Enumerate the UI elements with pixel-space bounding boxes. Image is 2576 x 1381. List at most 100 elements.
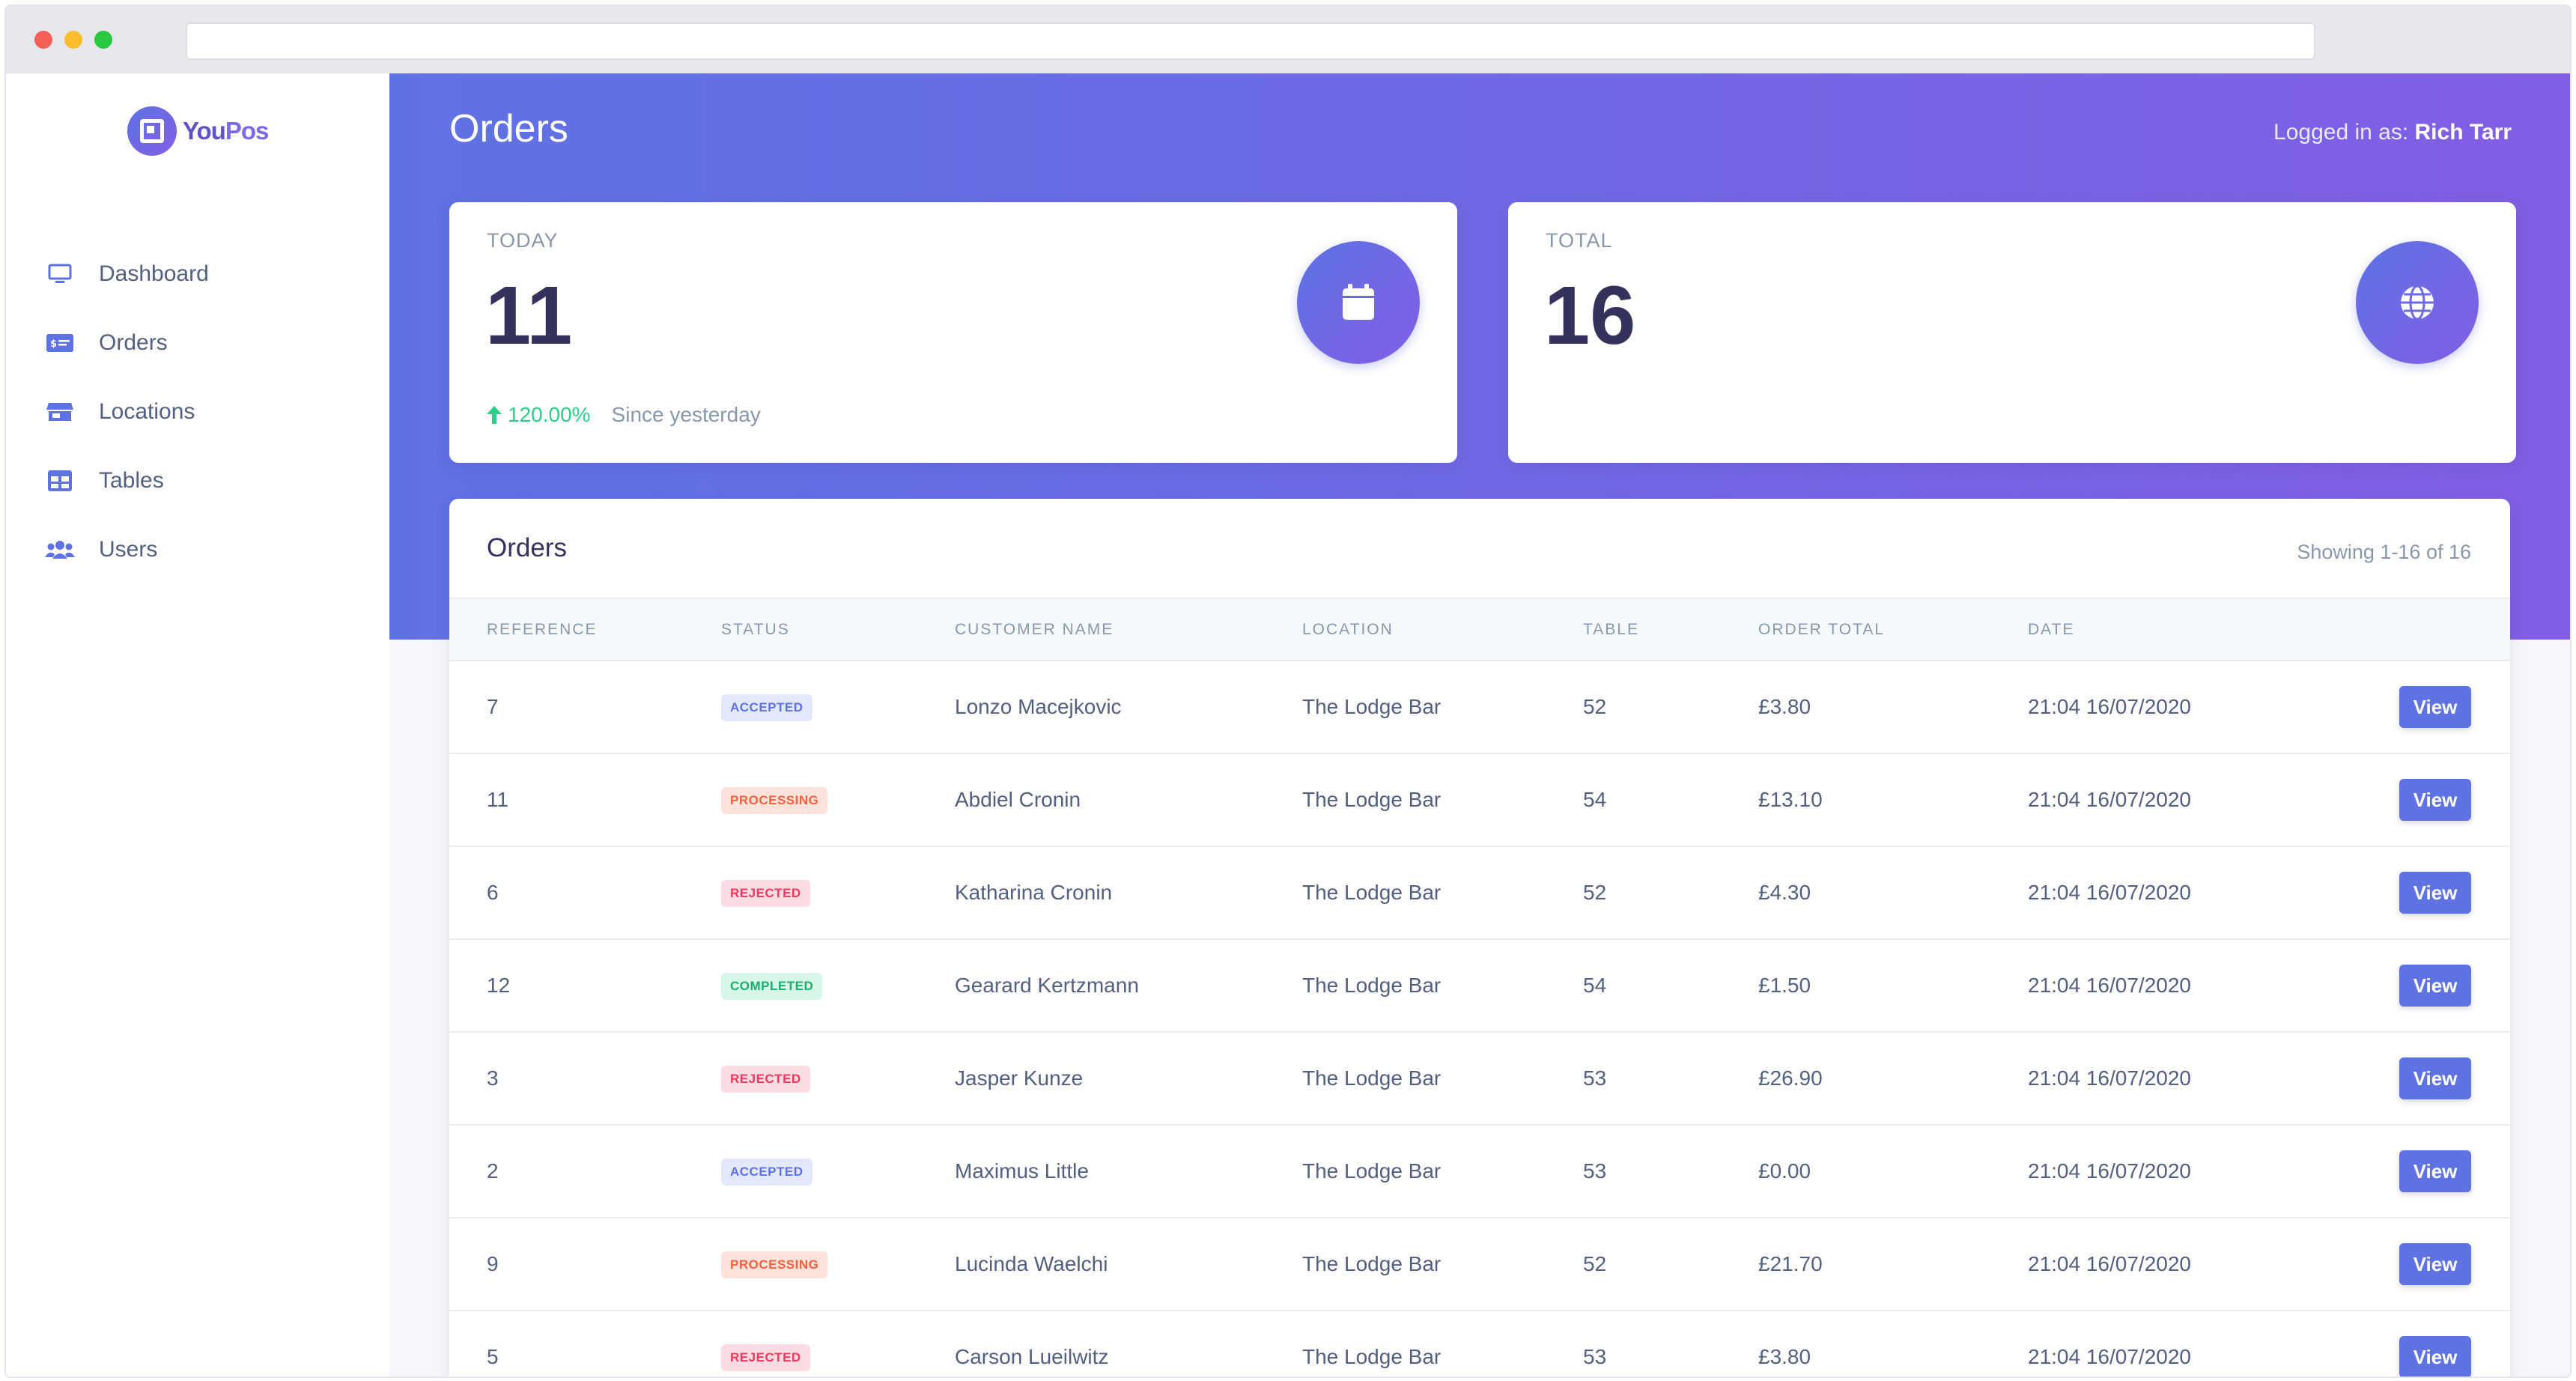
order-total: £3.80 bbox=[1758, 695, 1811, 718]
table-row: 5 REJECTED Carson Lueilwitz The Lodge Bar 53… bbox=[449, 1311, 2510, 1377]
customer-name: Abdiel Cronin bbox=[955, 788, 1081, 811]
sidebar-item-tables[interactable]: Tables bbox=[6, 446, 389, 515]
order-status-cell: ACCEPTED bbox=[721, 661, 955, 753]
svg-text:$: $ bbox=[50, 339, 57, 350]
order-action-cell: View bbox=[2387, 939, 2510, 1032]
order-reference: 6 bbox=[487, 881, 499, 904]
order-total: £21.70 bbox=[1758, 1252, 1823, 1275]
table-row: 2 ACCEPTED Maximus Little The Lodge Bar 53 £0… bbox=[449, 1125, 2510, 1218]
order-status-cell: COMPLETED bbox=[721, 939, 955, 1032]
column-header-order-total[interactable]: ORDER TOTAL bbox=[1758, 620, 1886, 638]
order-reference: 9 bbox=[487, 1252, 499, 1275]
money-bill-icon: $ bbox=[45, 331, 75, 355]
order-reference: 3 bbox=[487, 1066, 499, 1090]
order-date: 21:04 16/07/2020 bbox=[2028, 788, 2191, 811]
view-order-button[interactable]: View bbox=[2399, 1057, 2471, 1099]
view-order-button[interactable]: View bbox=[2399, 965, 2471, 1007]
order-table-number: 54 bbox=[1583, 788, 1607, 811]
table-row: 11 PROCESSING Abdiel Cronin The Lodge Bar 54… bbox=[449, 753, 2510, 846]
status-badge: REJECTED bbox=[721, 1066, 810, 1093]
column-header-reference[interactable]: REFERENCE bbox=[487, 620, 598, 638]
table-row: 12 COMPLETED Gearard Kertzmann The Lodge Ba… bbox=[449, 939, 2510, 1032]
order-status-cell: REJECTED bbox=[721, 1311, 955, 1377]
stat-value: 11 bbox=[485, 270, 573, 362]
sidebar-item-label: Tables bbox=[99, 468, 164, 493]
order-status-cell: REJECTED bbox=[721, 1032, 955, 1125]
window-minimize-button[interactable] bbox=[64, 31, 82, 49]
table-row: 7 ACCEPTED Lonzo Macejkovic The Lodge Bar 52… bbox=[449, 661, 2510, 753]
order-reference: 12 bbox=[487, 974, 511, 997]
window-close-button[interactable] bbox=[34, 31, 52, 49]
stat-since: Since yesterday bbox=[611, 403, 761, 426]
order-total: £0.00 bbox=[1758, 1159, 1811, 1183]
column-header-location[interactable]: LOCATION bbox=[1302, 620, 1394, 638]
stat-card-today: TODAY 11 120.00% Since yesterday bbox=[449, 202, 1457, 463]
sidebar-item-orders[interactable]: $ Orders bbox=[6, 309, 389, 377]
address-bar[interactable] bbox=[186, 22, 2315, 60]
logo-icon bbox=[127, 106, 177, 156]
sidebar-item-label: Orders bbox=[99, 330, 168, 355]
orders-card-title: Orders bbox=[487, 533, 567, 562]
view-order-button[interactable]: View bbox=[2399, 686, 2471, 728]
order-action-cell: View bbox=[2387, 846, 2510, 939]
order-table-number: 54 bbox=[1583, 974, 1607, 997]
monitor-icon bbox=[45, 262, 75, 286]
sidebar-item-label: Users bbox=[99, 537, 158, 562]
orders-card-header: Orders Showing 1-16 of 16 bbox=[449, 499, 2510, 599]
table-header-row: REFERENCE STATUS CUSTOMER NAME LOCATION … bbox=[449, 599, 2510, 661]
view-order-button[interactable]: View bbox=[2399, 779, 2471, 821]
view-order-button[interactable]: View bbox=[2399, 1336, 2471, 1377]
order-table-number: 52 bbox=[1583, 695, 1607, 718]
order-status-cell: ACCEPTED bbox=[721, 1125, 955, 1218]
sidebar-item-label: Dashboard bbox=[99, 261, 209, 286]
column-header-customer-name[interactable]: CUSTOMER NAME bbox=[955, 620, 1114, 638]
user-name[interactable]: Rich Tarr bbox=[2414, 120, 2512, 145]
store-icon bbox=[45, 400, 75, 424]
status-badge: PROCESSING bbox=[721, 1251, 828, 1278]
order-date: 21:04 16/07/2020 bbox=[2028, 974, 2191, 997]
arrow-up-icon bbox=[487, 406, 502, 424]
order-date: 21:04 16/07/2020 bbox=[2028, 1252, 2191, 1275]
stat-value: 16 bbox=[1544, 270, 1636, 362]
customer-name: Gearard Kertzmann bbox=[955, 974, 1139, 997]
customer-name: Jasper Kunze bbox=[955, 1066, 1084, 1090]
column-header-status[interactable]: STATUS bbox=[721, 620, 790, 638]
logged-in-prefix: Logged in as: bbox=[2273, 120, 2409, 145]
order-status-cell: PROCESSING bbox=[721, 1218, 955, 1311]
view-order-button[interactable]: View bbox=[2399, 1243, 2471, 1285]
view-order-button[interactable]: View bbox=[2399, 872, 2471, 914]
status-badge: REJECTED bbox=[721, 880, 810, 907]
sidebar-item-dashboard[interactable]: Dashboard bbox=[6, 240, 389, 309]
status-badge: COMPLETED bbox=[721, 973, 823, 1000]
customer-name: Lucinda Waelchi bbox=[955, 1252, 1108, 1275]
sidebar-item-locations[interactable]: Locations bbox=[6, 377, 389, 446]
logged-in-status: Logged in as: Rich Tarr bbox=[2273, 120, 2512, 145]
stat-footer: 120.00% Since yesterday bbox=[485, 403, 761, 427]
order-location: The Lodge Bar bbox=[1302, 881, 1442, 904]
sidebar-item-users[interactable]: Users bbox=[6, 515, 389, 584]
status-badge: REJECTED bbox=[721, 1344, 810, 1371]
order-location: The Lodge Bar bbox=[1302, 788, 1442, 811]
order-table-number: 52 bbox=[1583, 1252, 1607, 1275]
column-header-date[interactable]: DATE bbox=[2028, 620, 2075, 638]
order-reference: 2 bbox=[487, 1159, 499, 1183]
orders-table: REFERENCE STATUS CUSTOMER NAME LOCATION … bbox=[449, 599, 2510, 1377]
order-status-cell: REJECTED bbox=[721, 846, 955, 939]
page-title: Orders bbox=[449, 107, 568, 151]
sidebar-nav: Dashboard $ Orders Locations Tables bbox=[6, 240, 389, 584]
order-date: 21:04 16/07/2020 bbox=[2028, 1066, 2191, 1090]
order-location: The Lodge Bar bbox=[1302, 695, 1442, 718]
globe-icon bbox=[2356, 241, 2479, 364]
table-row: 3 REJECTED Jasper Kunze The Lodge Bar 53 £26.… bbox=[449, 1032, 2510, 1125]
view-order-button[interactable]: View bbox=[2399, 1150, 2471, 1192]
orders-card: Orders Showing 1-16 of 16 REFERENCE STAT… bbox=[449, 499, 2510, 1377]
app-logo[interactable]: YouPos bbox=[127, 106, 269, 156]
column-header-table[interactable]: TABLE bbox=[1583, 620, 1639, 638]
order-location: The Lodge Bar bbox=[1302, 1252, 1442, 1275]
orders-count: Showing 1-16 of 16 bbox=[2297, 541, 2471, 563]
window-maximize-button[interactable] bbox=[94, 31, 112, 49]
table-row: 9 PROCESSING Lucinda Waelchi The Lodge Bar 5… bbox=[449, 1218, 2510, 1311]
sidebar-item-label: Locations bbox=[99, 399, 195, 424]
order-action-cell: View bbox=[2387, 1311, 2510, 1377]
customer-name: Lonzo Macejkovic bbox=[955, 695, 1122, 718]
